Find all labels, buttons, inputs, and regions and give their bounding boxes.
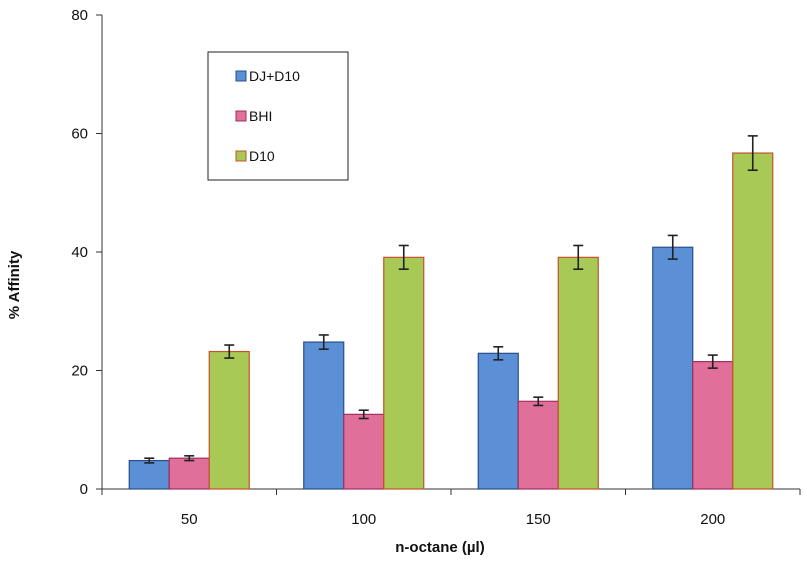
y-tick-label: 80 (71, 7, 88, 24)
bar-d10-200 (732, 152, 774, 490)
y-axis-title: % Affinity (6, 250, 23, 319)
legend-items: DJ+D10 BHI D10 (235, 68, 300, 164)
x-tick-label: 50 (181, 511, 198, 528)
error-bar (573, 244, 584, 270)
bar-dj-d10-200 (652, 246, 694, 490)
x-ticks: 50 100 150 200 (101, 489, 801, 528)
bar-bhi-150 (517, 400, 559, 490)
y-tick-label: 60 (71, 126, 88, 143)
error-bar (318, 334, 329, 350)
x-tick-label: 100 (351, 511, 376, 528)
bar-d10-100 (383, 256, 425, 490)
x-tick-label: 150 (526, 511, 551, 528)
legend-label: BHI (249, 108, 272, 124)
x-tick-label: 200 (700, 511, 725, 528)
error-bar (533, 396, 544, 407)
x-axis-title: n-octane (µl) (395, 539, 484, 556)
bars (128, 152, 774, 490)
bar-dj-d10-50 (128, 459, 170, 490)
error-bar (398, 244, 409, 270)
error-bar (144, 457, 155, 464)
error-bar (493, 345, 504, 361)
legend-box (207, 51, 349, 181)
legend: DJ+D10 BHI D10 (207, 51, 349, 181)
legend-swatch (235, 150, 247, 162)
error-bar (224, 344, 235, 359)
legend-swatch (235, 70, 247, 82)
bar-d10-150 (557, 256, 599, 490)
error-bar (358, 409, 369, 420)
error-bar (667, 234, 678, 260)
error-bar (747, 135, 758, 172)
error-bars (144, 135, 758, 464)
bar-dj-d10-100 (303, 341, 345, 490)
legend-label: DJ+D10 (249, 68, 300, 84)
y-tick-label: 40 (71, 244, 88, 261)
bar-d10-50 (208, 350, 250, 490)
bar-bhi-50 (168, 457, 210, 490)
y-tick-label: 20 (71, 363, 88, 380)
error-bar (707, 354, 718, 369)
bar-bhi-200 (692, 361, 734, 490)
legend-swatch (235, 110, 247, 122)
error-bar (184, 455, 195, 462)
bar-bhi-100 (343, 413, 385, 490)
y-tick-label: 0 (80, 481, 88, 498)
legend-label: D10 (249, 148, 275, 164)
y-ticks: 0 20 40 60 80 (71, 7, 102, 498)
bar-dj-d10-150 (477, 352, 519, 490)
